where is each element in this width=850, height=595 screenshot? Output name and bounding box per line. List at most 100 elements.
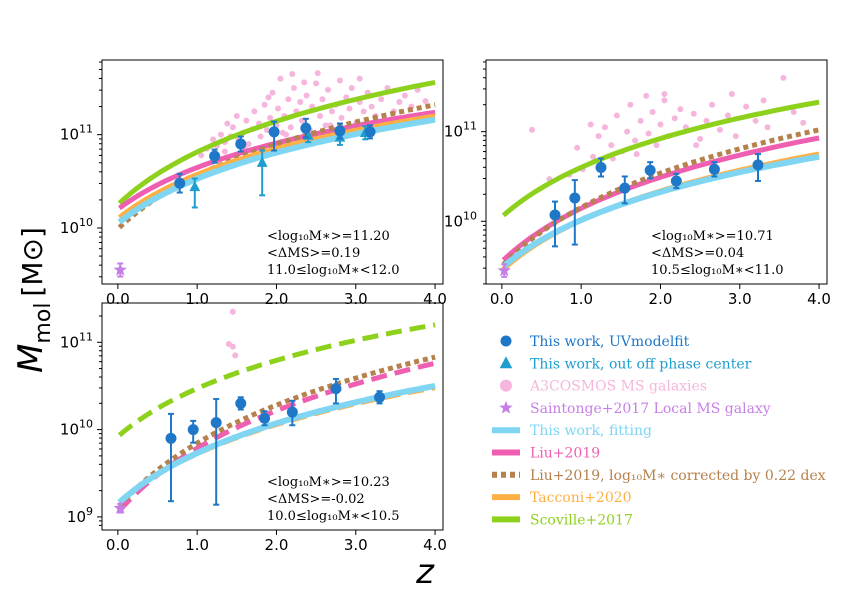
a3cosmos-point [396,99,403,105]
a3cosmos-point [724,112,731,119]
a3cosmos-point [587,121,594,128]
uv-point [619,182,631,194]
y-tick-label: 109 [67,505,93,526]
a3cosmos-point [690,110,697,117]
plot-area [497,74,820,278]
x-tick-label: 0.0 [490,290,514,308]
a3cosmos-point [633,151,640,158]
stats-annotation: <log₁₀M∗>=10.23 [267,475,390,490]
uv-point [644,164,656,176]
uv-point [235,138,247,150]
curve-liu2019 [117,360,436,513]
uv-point [187,424,199,436]
uv-point [235,397,247,409]
a3cosmos-point [760,97,767,104]
y-tick-label: 1011 [60,330,93,351]
uv-point [165,432,177,444]
x-axis-label: z [415,552,435,592]
a3cosmos-point [285,96,292,103]
a3cosmos-point [728,91,735,98]
y-tick-label: 1010 [444,209,477,230]
a3cosmos-point [608,142,615,149]
curve-liu2019c [117,354,436,508]
stats-annotation: <ΔMS>=0.04 [651,246,744,261]
a3cosmos-point [716,126,723,133]
a3cosmos-point [245,141,252,147]
y-axis-label: Mmol [M⊙] [11,227,56,373]
panel-top-right: 0.0 1.0 2.0 3.0 4.0 1010 1011 <log₁₀M∗>=10.71 <Δ… [444,59,831,308]
a3cosmos-point [263,127,270,133]
legend-label-liu2019c: Liu+2019, log₁₀M∗ corrected by 0.22 dex [530,468,826,484]
a3cosmos-point [360,108,367,115]
a3cosmos-point [732,133,739,140]
curve-tacconi [117,113,436,220]
y-axis-label-unit: [M⊙] [16,227,49,296]
a3cosmos-point [348,85,355,91]
a3cosmos-point [243,117,250,124]
a3cosmos-point [313,80,320,87]
legend-marker-saintonge [499,400,513,414]
stats-annotation: 10.0≤log₁₀M∗<10.5 [267,509,400,524]
a3cosmos-point [232,352,239,359]
a3cosmos-point [677,106,684,113]
y-tick-label: 1011 [60,123,93,144]
legend-label-tacconi: Tacconi+2020 [530,490,632,506]
stats-annotation: <log₁₀M∗>=10.71 [651,229,774,244]
legend-marker-a3cosmos [500,379,512,392]
uv-point [268,126,280,138]
uv-point [549,209,561,221]
legend-label-saintonge: Saintonge+2017 Local MS galaxy [530,401,771,417]
uv-point [330,383,342,395]
uv-point [364,126,376,138]
x-tick-label: 3.0 [728,290,752,308]
a3cosmos-point [314,70,321,77]
a3cosmos-point [317,113,324,119]
a3cosmos-point [275,105,282,112]
a3cosmos-point [764,124,771,131]
legend-label-scoville: Scoville+2017 [530,512,633,528]
legend-label-liu2019: Liu+2019 [530,446,600,462]
axes-frame [101,302,444,531]
curve-fitting [117,116,436,225]
legend-label-uv: This work, UVmodelfit [530,334,690,350]
a3cosmos-point [790,108,797,115]
a3cosmos-point [661,91,668,98]
uv-point [708,163,720,175]
a3cosmos-point [528,126,535,133]
y-tick-label: 1011 [444,120,477,141]
a3cosmos-point [661,97,668,104]
a3cosmos-point [401,92,408,99]
a3cosmos-point [217,131,224,138]
a3cosmos-point [574,144,581,151]
a3cosmos-point [595,133,602,140]
saintonge-point [113,263,127,276]
legend-label-offcenter: This work, out off phase center [530,356,752,372]
a3cosmos-point [251,108,258,115]
a3cosmos-point [225,341,232,348]
curve-scoville [117,322,436,438]
y-axis-label-main: M [11,344,51,373]
uv-point [595,162,607,174]
a3cosmos-point [221,148,228,155]
x-tick-label: 2.0 [649,290,673,308]
curve-liu2019c [501,127,820,267]
panel-bottom-left: 0.0 1.0 2.0 3.0 4.0 109 1010 1011 <log₁₀M∗>=10.2… [60,302,447,554]
uv-point [752,159,764,171]
x-tick-label: 1.0 [185,290,209,308]
a3cosmos-point [356,75,363,82]
x-tick-label: 2.0 [265,536,289,554]
a3cosmos-point [265,94,272,101]
uv-point [259,412,271,424]
a3cosmos-point [289,71,296,77]
a3cosmos-point [624,128,631,135]
a3cosmos-point [743,103,750,110]
a3cosmos-point [378,96,385,103]
a3cosmos-point [800,119,807,126]
a3cosmos-point [198,152,205,159]
x-tick-label: 1.0 [185,536,209,554]
a3cosmos-point [697,135,704,142]
a3cosmos-point [752,117,759,124]
uv-point [210,417,222,429]
uv-point [334,125,346,137]
a3cosmos-point [422,98,429,105]
